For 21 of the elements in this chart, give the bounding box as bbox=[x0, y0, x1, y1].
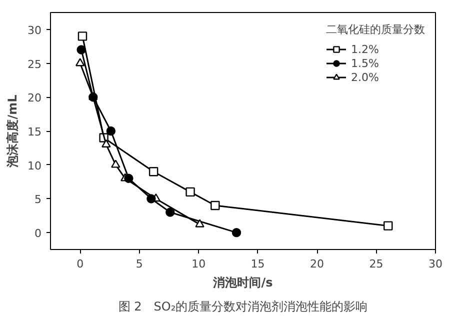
y-tick-label: 10 bbox=[28, 159, 42, 172]
legend-label: 1.5% bbox=[351, 56, 379, 70]
x-tick-label: 20 bbox=[310, 258, 324, 270]
caption: 图 2 SO₂的质量分数对消泡剂消泡性能的影响 bbox=[118, 300, 368, 314]
y-tick-label: 5 bbox=[34, 193, 42, 206]
x-tick-label: 30 bbox=[428, 258, 442, 270]
y-tick-label: 0 bbox=[34, 227, 42, 240]
x-tick-label: 5 bbox=[136, 258, 143, 270]
x-tick-label: 25 bbox=[369, 258, 384, 270]
legend-label: 2.0% bbox=[351, 70, 379, 84]
x-tick-label: 0 bbox=[76, 258, 84, 270]
y-tick-label: 20 bbox=[28, 92, 42, 105]
y-axis-title: 泡沫高度/mL bbox=[6, 94, 20, 168]
x-axis-title: 消泡时间/s bbox=[212, 276, 273, 290]
x-tick-label: 10 bbox=[192, 258, 206, 270]
y-tick-label: 25 bbox=[28, 58, 42, 71]
x-tick-label: 15 bbox=[250, 258, 265, 270]
y-tick-label: 30 bbox=[28, 24, 42, 37]
legend-title: 二氧化硅的质量分数 bbox=[326, 22, 425, 37]
legend-label: 1.2% bbox=[351, 42, 379, 56]
y-tick-label: 15 bbox=[28, 126, 42, 138]
